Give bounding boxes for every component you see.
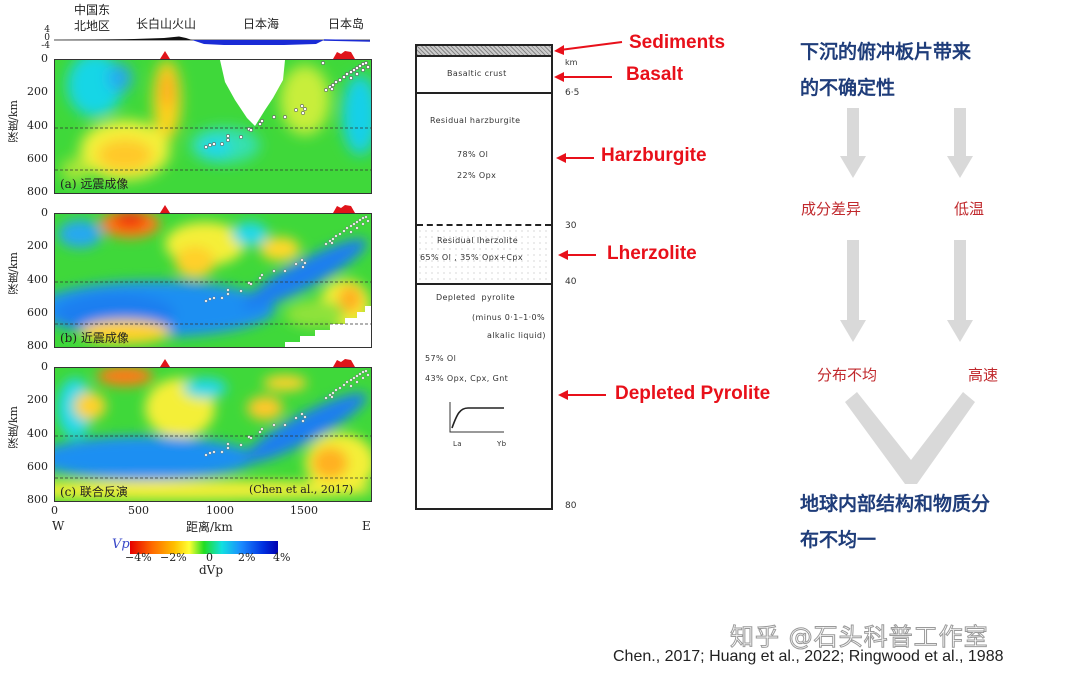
volcano-markers-c	[160, 359, 355, 367]
region-label-sea-of-japan: 日本海	[243, 17, 280, 31]
arrow-down-left-lower	[840, 240, 866, 342]
depth-tick-40: 40	[565, 277, 577, 287]
flow-conclusion-line2: 布不均一	[800, 529, 877, 551]
layer-text-minus-alkalic: (minus 0·1–1·0%	[472, 313, 546, 322]
region-label-changbaishan: 长白山火山	[136, 17, 197, 31]
layer-text-78-ol: 78% Ol	[457, 150, 489, 159]
y-tick: 0	[41, 360, 48, 373]
layer-text-43-opx-cpx-gnt: 43% Opx, Cpx, Gnt	[425, 374, 509, 383]
ree-pattern-plot	[449, 402, 504, 433]
boundary-lherzolite	[415, 283, 553, 285]
ree-label-la: La	[453, 440, 462, 448]
y-tick: 600	[27, 152, 48, 165]
region-label-ne-china-2: 北地区	[74, 19, 111, 33]
x-tick: 0	[51, 504, 58, 517]
region-label-japan-islands: 日本岛	[328, 17, 365, 31]
tomography-panel-a: (a) 远震成像	[54, 59, 372, 194]
y-tick: 800	[27, 493, 48, 506]
colorbar-tick: 4%	[273, 551, 291, 564]
y-tick: 200	[27, 85, 48, 98]
y-tick: 400	[27, 427, 48, 440]
layer-text-residual-lherzolite: Residual lherzolite	[437, 236, 519, 245]
volcano-markers-a	[160, 51, 355, 59]
boundary-basalt	[415, 92, 553, 94]
x-axis-label: 距离/km	[186, 520, 233, 534]
branch-right-2: 高速	[968, 366, 999, 384]
branch-right-1: 低温	[954, 200, 985, 218]
x-dir-west: W	[52, 519, 65, 533]
ree-label-yb: Yb	[497, 440, 507, 448]
label-sediments: Sediments	[629, 32, 726, 53]
depth-unit: km	[565, 58, 578, 67]
layer-text-residual-harzburgite: Residual harzburgite	[430, 116, 521, 125]
flow-title-line2: 的不确定性	[800, 77, 896, 99]
converging-arrow	[845, 392, 975, 484]
panel-citation-c: (Chen et al., 2017)	[249, 483, 354, 496]
volcano-markers-b	[160, 205, 355, 213]
colorbar-tick: 2%	[238, 551, 256, 564]
layer-lherzolite-stipple	[417, 228, 551, 283]
y-tick: 0	[41, 206, 48, 219]
branch-left-1: 成分差异	[801, 200, 862, 218]
topo-tick-neg4: -4	[41, 41, 50, 51]
layer-text-22-opx: 22% Opx	[457, 171, 497, 180]
layer-sediments	[415, 44, 553, 57]
y-axis-label-a: 深度/km	[7, 100, 20, 143]
tomography-panel-b: (b) 近震成像	[54, 213, 372, 348]
x-tick: 1000	[206, 504, 234, 517]
layer-text-alkalic-liquid: alkalic liquid)	[487, 331, 546, 340]
label-harzburgite: Harzburgite	[601, 145, 707, 166]
topography-profile	[54, 36, 370, 45]
y-tick: 200	[27, 393, 48, 406]
y-tick: 0	[41, 52, 48, 65]
colorbar-tick: −4%	[125, 551, 152, 564]
arrow-down-right-lower	[947, 240, 973, 342]
red-arrows	[554, 41, 623, 400]
boundary-harzburgite-dashed	[417, 224, 551, 226]
panel-tag-c: (c) 联合反演	[60, 485, 128, 499]
panel-tag-a: (a) 远震成像	[60, 177, 129, 191]
region-label-ne-china-1: 中国东	[74, 3, 111, 17]
y-tick: 800	[27, 185, 48, 198]
x-dir-east: E	[362, 519, 371, 533]
topo-tick-4: 4	[44, 25, 50, 35]
layer-text-57-ol: 57% Ol	[425, 354, 457, 363]
x-tick: 500	[128, 504, 149, 517]
flow-title: 下沉的俯冲板片带来 的不确定性	[800, 34, 971, 106]
flow-conclusion-line1: 地球内部结构和物质分	[800, 493, 991, 515]
y-tick: 200	[27, 239, 48, 252]
arrow-down-left-upper	[840, 108, 866, 178]
label-lherzolite: Lherzolite	[607, 243, 697, 264]
y-tick: 600	[27, 460, 48, 473]
depth-tick-30: 30	[565, 221, 577, 231]
y-axis-label-b: 深度/km	[7, 252, 20, 295]
colorbar	[130, 541, 278, 554]
layer-text-basaltic-crust: Basaltic crust	[447, 69, 507, 78]
layer-text-lherzolite-composition: 65% Ol , 35% Opx+Cpx	[420, 253, 524, 262]
x-tick: 1500	[290, 504, 318, 517]
y-tick: 400	[27, 119, 48, 132]
label-depleted-pyrolite: Depleted Pyrolite	[615, 383, 771, 404]
topo-tick-0: 0	[44, 33, 50, 43]
arrow-down-right-upper	[947, 108, 973, 178]
y-tick: 600	[27, 306, 48, 319]
colorbar-tick: −2%	[160, 551, 187, 564]
y-tick: 400	[27, 273, 48, 286]
tomography-panel-c: (c) 联合反演 (Chen et al., 2017)	[54, 367, 372, 502]
colorbar-title: Vp	[112, 537, 130, 552]
depth-tick-6-5: 6·5	[565, 88, 580, 98]
y-axis-label-c: 深度/km	[7, 406, 20, 449]
branch-left-2: 分布不均	[817, 366, 878, 384]
y-tick: 800	[27, 339, 48, 352]
layer-text-depleted-pyrolite: Depleted pyrolite	[436, 293, 516, 302]
flow-conclusion: 地球内部结构和物质分 布不均一	[800, 486, 990, 558]
depth-tick-80: 80	[565, 501, 577, 511]
references: Chen., 2017; Huang et al., 2022; Ringwoo…	[613, 648, 1004, 665]
colorbar-label: dVp	[199, 563, 224, 577]
panel-tag-b: (b) 近震成像	[60, 331, 129, 345]
label-basalt: Basalt	[626, 64, 684, 85]
flow-title-line1: 下沉的俯冲板片带来	[800, 41, 972, 63]
watermark: 知乎 @石头科普工作室	[730, 623, 989, 652]
colorbar-tick: 0	[206, 551, 213, 564]
